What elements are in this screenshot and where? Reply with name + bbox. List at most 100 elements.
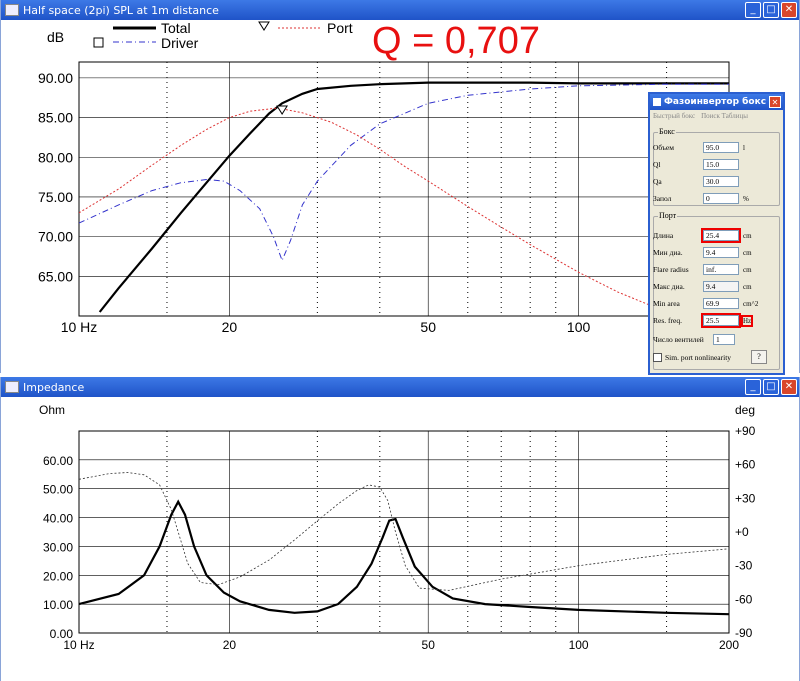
spl-y-unit: dB — [47, 29, 64, 45]
port-row-min-area: Min area 69.9 cm^2 — [653, 298, 758, 309]
nonlin-row: Sim. port nonlinearity ? — [653, 350, 767, 364]
impedance-window: Impedance _ □ ✕ Ohm deg 60.00 50.00 40.00 3… — [0, 377, 800, 681]
y-tick-label: 80.00 — [38, 149, 73, 165]
qa-field[interactable]: 30.0 — [703, 176, 739, 187]
y-tick-label: 40.00 — [43, 512, 73, 526]
length-label: Длина — [653, 231, 674, 240]
minimize-button[interactable]: _ — [745, 2, 761, 18]
close-button[interactable]: ✕ — [781, 2, 797, 18]
legend-port-label: Port — [327, 20, 353, 36]
series-line-impedance-magnitude — [78, 499, 730, 616]
minimize-button[interactable]: _ — [745, 379, 761, 395]
series-line-impedance-phase — [78, 472, 730, 591]
volume-label: Объем — [653, 143, 674, 152]
series-line-total — [98, 81, 729, 313]
vents-field[interactable]: 1 — [713, 334, 735, 345]
y-tick-label: 20.00 — [43, 569, 73, 583]
ql-field[interactable]: 15.0 — [703, 159, 739, 170]
box-row-volume: Объем 95.0 l — [653, 142, 745, 153]
box-group: Бокс — [653, 127, 780, 206]
y-right-tick-label: +90 — [735, 424, 756, 438]
maximize-button[interactable]: □ — [763, 2, 779, 18]
y-right-tick-label: +30 — [735, 491, 756, 505]
y-right-tick-label: -60 — [735, 592, 753, 606]
qa-label: Qa — [653, 177, 662, 186]
x-tick-label: 20 — [222, 319, 238, 335]
min-dia-label: Мин диа. — [653, 248, 683, 257]
impedance-window-title: Impedance — [23, 380, 85, 394]
fill-field[interactable]: 0 — [703, 193, 739, 204]
y-tick-label: 65.00 — [38, 268, 73, 284]
port-row-res-freq: Res. freq. 25.5 Hz — [653, 313, 754, 328]
maximize-button[interactable]: □ — [763, 379, 779, 395]
spl-window-title: Half space (2pi) SPL at 1m distance — [23, 3, 219, 17]
port-group-label: Порт — [658, 211, 678, 220]
res-freq-unit: Hz — [740, 314, 754, 327]
x-tick-label: 50 — [420, 319, 436, 335]
menu-search-table[interactable]: Поиск Таблицы — [701, 112, 748, 120]
help-button[interactable]: ? — [751, 350, 767, 364]
res-freq-field[interactable]: 25.5 — [701, 313, 741, 328]
y-right-tick-label: -90 — [735, 626, 753, 640]
dialog-menu: Быстрый бокс Поиск Таблицы — [650, 110, 783, 122]
window-icon — [5, 381, 19, 393]
box-row-fill: Запол 0 % — [653, 193, 749, 204]
port-group: Порт — [653, 211, 780, 370]
box-row-ql: Ql 15.0 — [653, 159, 739, 170]
flare-label: Flare radius — [653, 265, 689, 274]
min-area-label: Min area — [653, 299, 680, 308]
y-tick-label: 75.00 — [38, 189, 73, 205]
y-right-tick-label: +60 — [735, 458, 756, 472]
x-tick-label: 100 — [569, 638, 589, 652]
close-button[interactable]: ✕ — [781, 379, 797, 395]
window-icon — [5, 4, 19, 16]
port-row-min-dia: Мин диа. 9.4 cm — [653, 247, 752, 258]
length-field[interactable]: 25.4 — [701, 228, 741, 243]
y-tick-label: 0.00 — [50, 627, 74, 641]
y-tick-label: 70.00 — [38, 229, 73, 245]
port-row-flare: Flare radius inf. cm — [653, 264, 752, 275]
legend-driver-box — [93, 37, 104, 48]
x-tick-label: 50 — [422, 638, 436, 652]
legend-total-label: Total — [161, 20, 191, 36]
vented-box-dialog: Фазоинвертор бокс ✕ Быстрый бокс Поиск Т… — [648, 92, 785, 375]
y-tick-label: 50.00 — [43, 483, 73, 497]
vents-label: Число вентилей — [653, 335, 704, 344]
dialog-close-button[interactable]: ✕ — [769, 96, 781, 108]
y-tick-label: 30.00 — [43, 540, 73, 554]
x-tick-label: 10 Hz — [61, 319, 98, 335]
nonlin-label: Sim. port nonlinearity — [665, 352, 732, 362]
plot-frame — [78, 61, 730, 317]
spl-window-titlebar[interactable]: Half space (2pi) SPL at 1m distance _ □ … — [1, 0, 799, 20]
min-dia-unit: cm — [743, 248, 752, 257]
y-tick-label: 60.00 — [43, 454, 73, 468]
menu-quick-box[interactable]: Быстрый бокс — [653, 112, 696, 120]
min-area-field[interactable]: 69.9 — [703, 298, 739, 309]
volume-field[interactable]: 95.0 — [703, 142, 739, 153]
port-row-max-dia: Макс диа. 9.4 cm — [653, 281, 752, 292]
dialog-icon — [653, 98, 661, 106]
x-tick-label: 100 — [567, 319, 591, 335]
impedance-y-right-unit: deg — [735, 403, 755, 417]
res-freq-label: Res. freq. — [653, 316, 682, 325]
port-marker — [276, 105, 289, 115]
spl-chart: dB Total Driver Port 90.00 85.00 80.00 75.0… — [38, 20, 730, 335]
min-dia-field[interactable]: 9.4 — [703, 247, 739, 258]
dialog-titlebar[interactable]: Фазоинвертор бокс — [650, 94, 783, 110]
box-row-qa: Qa 30.0 — [653, 176, 739, 187]
legend-driver-label: Driver — [161, 35, 199, 51]
length-unit: cm — [743, 231, 752, 240]
max-dia-field[interactable]: 9.4 — [703, 281, 739, 292]
y-right-tick-label: +0 — [735, 525, 749, 539]
port-row-length: Длина 25.4 cm — [653, 228, 752, 243]
nonlin-checkbox[interactable] — [653, 352, 662, 362]
fill-label: Запол — [653, 194, 672, 203]
x-tick-label: 10 Hz — [63, 638, 94, 652]
vents-row: Число вентилей 1 — [653, 334, 735, 345]
flare-field[interactable]: inf. — [703, 264, 739, 275]
impedance-window-titlebar[interactable]: Impedance _ □ ✕ — [1, 377, 799, 397]
y-tick-label: 85.00 — [38, 110, 73, 126]
x-tick-label: 200 — [719, 638, 739, 652]
x-tick-label: 20 — [223, 638, 237, 652]
series-line-port — [79, 107, 681, 316]
